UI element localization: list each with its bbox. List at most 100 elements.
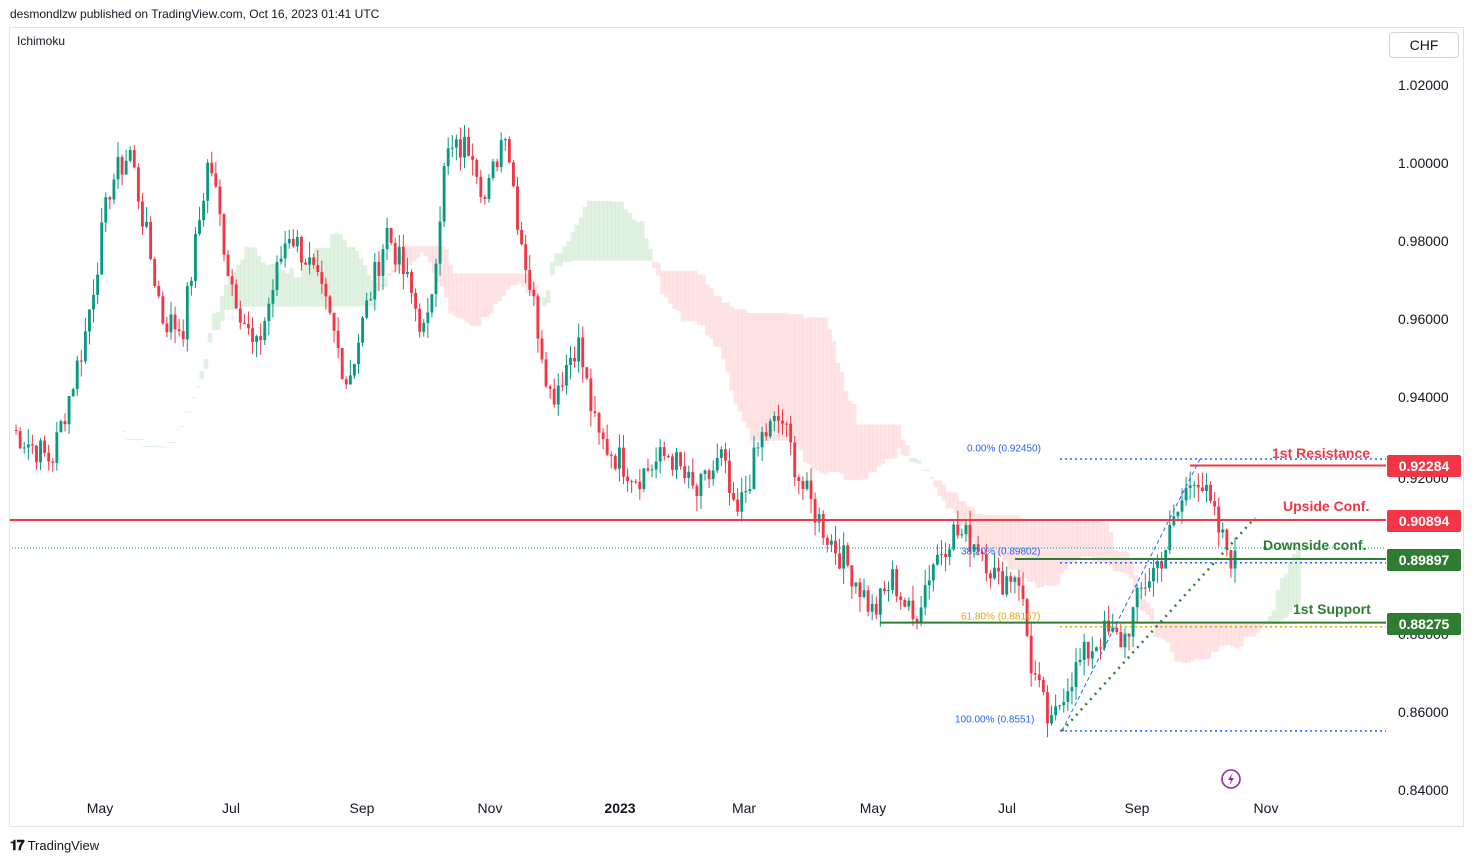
kumo-slice xyxy=(513,273,519,285)
kumo-slice xyxy=(965,506,971,537)
candle-body xyxy=(956,524,960,536)
kumo-slice xyxy=(664,270,669,298)
time-tick: Mar xyxy=(731,800,757,816)
candle-body xyxy=(214,173,218,187)
price-axis[interactable]: 1.02000 1.00000 0.98000 0.96000 0.94000 … xyxy=(1386,60,1474,798)
candle-body xyxy=(442,166,446,222)
downside-price-badge: 0.89897 xyxy=(1387,549,1461,571)
kumo-slice xyxy=(1222,623,1228,646)
kumo-slice xyxy=(309,257,315,307)
candle-body xyxy=(406,271,409,275)
kumo-slice xyxy=(387,273,392,277)
ichimoku-cloud xyxy=(122,200,1301,664)
candle-body xyxy=(577,337,581,362)
candle-body xyxy=(834,540,837,554)
kumo-slice xyxy=(582,206,588,261)
candle-body xyxy=(528,270,532,290)
candle-body xyxy=(801,481,805,490)
candle-body xyxy=(699,473,703,496)
kumo-slice xyxy=(334,233,339,307)
kumo-slice xyxy=(872,424,877,472)
indicator-legend[interactable]: Ichimoku xyxy=(17,34,66,48)
kumo-slice xyxy=(766,313,771,441)
footer-brand[interactable]: 𝟏𝟕 TradingView xyxy=(10,837,99,854)
kumo-slice xyxy=(256,255,262,307)
candle-body xyxy=(895,569,899,597)
candle-body xyxy=(858,582,862,598)
kumo-slice xyxy=(493,273,498,304)
kumo-slice xyxy=(647,248,653,261)
candle-body xyxy=(43,440,47,453)
kumo-slice xyxy=(1027,519,1032,582)
candle-body xyxy=(569,357,572,365)
kumo-slice xyxy=(558,252,563,267)
kumo-slice xyxy=(925,469,930,472)
candle-body xyxy=(1050,715,1053,724)
candle-body xyxy=(809,480,813,499)
flash-icon[interactable] xyxy=(1220,768,1242,790)
candle-body xyxy=(26,444,30,448)
kumo-slice xyxy=(1186,623,1191,663)
kumo-slice xyxy=(1006,515,1012,569)
candle-body xyxy=(467,136,471,156)
kumo-slice xyxy=(134,439,139,441)
candle-body xyxy=(271,289,275,304)
price-tick: 0.98000 xyxy=(1398,233,1449,249)
candle-body xyxy=(83,331,87,362)
kumo-slice xyxy=(150,446,156,448)
kumo-slice xyxy=(435,246,441,283)
kumo-slice xyxy=(839,371,845,474)
candle-body xyxy=(1009,576,1013,582)
candle-body xyxy=(948,549,952,557)
kumo-slice xyxy=(260,262,266,307)
kumo-slice xyxy=(264,264,270,307)
kumo-slice xyxy=(900,439,906,456)
candle-body xyxy=(1013,577,1017,582)
candle-body xyxy=(340,348,344,380)
candle-body xyxy=(703,470,707,474)
candle-body xyxy=(646,468,650,471)
currency-button[interactable]: CHF xyxy=(1389,32,1459,58)
kumo-slice xyxy=(1218,623,1224,646)
candle-body xyxy=(626,476,630,482)
kumo-slice xyxy=(1080,519,1085,558)
kumo-slice xyxy=(652,261,657,269)
kumo-slice xyxy=(195,386,201,388)
candle-body xyxy=(47,452,51,462)
kumo-slice xyxy=(566,241,572,262)
kumo-slice xyxy=(684,270,690,322)
kumo-slice xyxy=(851,403,857,480)
time-tick: Jul xyxy=(222,800,240,816)
candle-body xyxy=(842,545,846,569)
kumo-slice xyxy=(941,484,947,501)
kumo-slice xyxy=(1214,623,1220,652)
kumo-slice xyxy=(362,265,368,307)
kumo-slice xyxy=(917,460,922,464)
candle-body xyxy=(30,444,34,446)
time-tick: May xyxy=(86,800,114,816)
candle-body xyxy=(1200,487,1204,491)
time-tick: Nov xyxy=(1253,800,1279,816)
kumo-slice xyxy=(1296,549,1301,605)
candle-body xyxy=(324,283,328,297)
kumo-slice xyxy=(696,274,702,325)
kumo-slice xyxy=(399,255,404,271)
time-axis[interactable]: May Jul Sep Nov 2023 Mar May Jul Sep Nov xyxy=(9,796,1385,826)
kumo-slice xyxy=(370,280,376,307)
kumo-slice xyxy=(1120,551,1126,574)
candle-body xyxy=(723,449,727,461)
resistance-label: 1st Resistance xyxy=(1272,445,1371,461)
candle-body xyxy=(279,258,283,262)
kumo-slice xyxy=(978,513,983,547)
candle-body xyxy=(35,445,38,463)
price-tick: 0.84000 xyxy=(1398,782,1449,798)
kumo-slice xyxy=(1084,519,1089,558)
candle-body xyxy=(728,460,731,493)
candle-body xyxy=(116,156,120,180)
kumo-slice xyxy=(835,362,841,473)
kumo-slice xyxy=(1104,522,1110,563)
candle-body xyxy=(988,573,992,579)
kumo-slice xyxy=(1157,623,1163,638)
kumo-slice xyxy=(1247,623,1252,637)
